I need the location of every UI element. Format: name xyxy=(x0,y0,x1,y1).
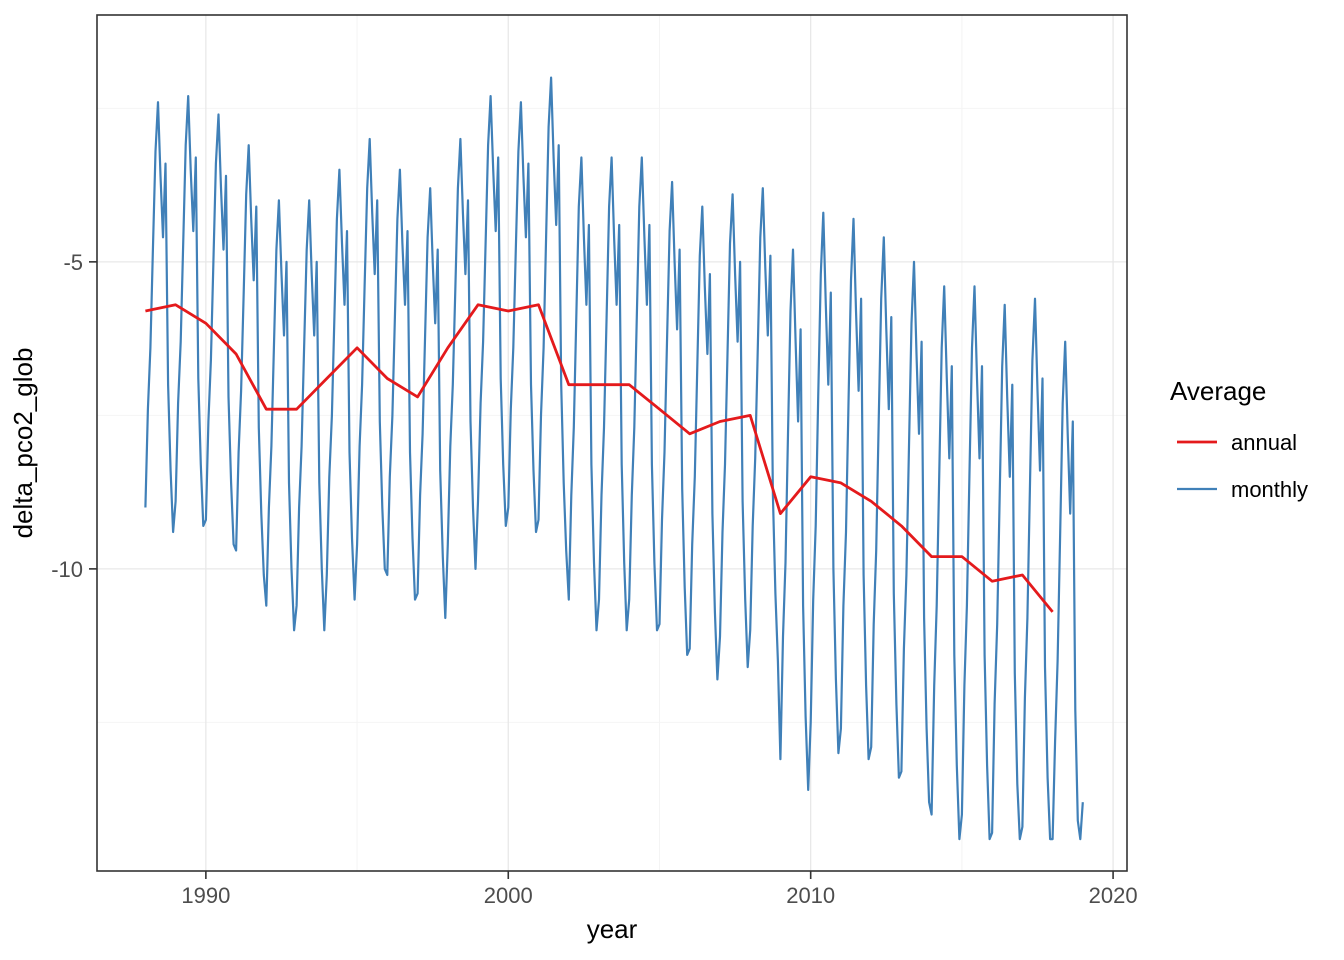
x-axis-title: year xyxy=(587,914,638,944)
panel-border xyxy=(96,14,1128,872)
minor-gridlines xyxy=(97,15,1127,871)
axis-ticks xyxy=(89,261,1114,879)
x-tick-label: 2000 xyxy=(484,883,533,908)
legend: Average annual monthly xyxy=(1170,376,1308,502)
data-series xyxy=(144,76,1084,841)
legend-label-annual: annual xyxy=(1231,430,1297,455)
y-axis-tick-labels: -5 -10 xyxy=(51,250,83,582)
x-axis-tick-labels: 1990 2000 2010 2020 xyxy=(181,883,1137,908)
series-line-annual xyxy=(145,303,1054,613)
x-tick-label: 1990 xyxy=(181,883,230,908)
legend-label-monthly: monthly xyxy=(1231,477,1308,502)
y-tick-label: -10 xyxy=(51,557,83,582)
y-tick-label: -5 xyxy=(63,250,83,275)
x-tick-label: 2010 xyxy=(786,883,835,908)
legend-title: Average xyxy=(1170,376,1266,406)
y-axis-title: delta_pco2_glob xyxy=(8,348,38,539)
x-tick-label: 2020 xyxy=(1089,883,1138,908)
plot-panel xyxy=(97,15,1127,871)
series-line-monthly xyxy=(144,76,1084,841)
